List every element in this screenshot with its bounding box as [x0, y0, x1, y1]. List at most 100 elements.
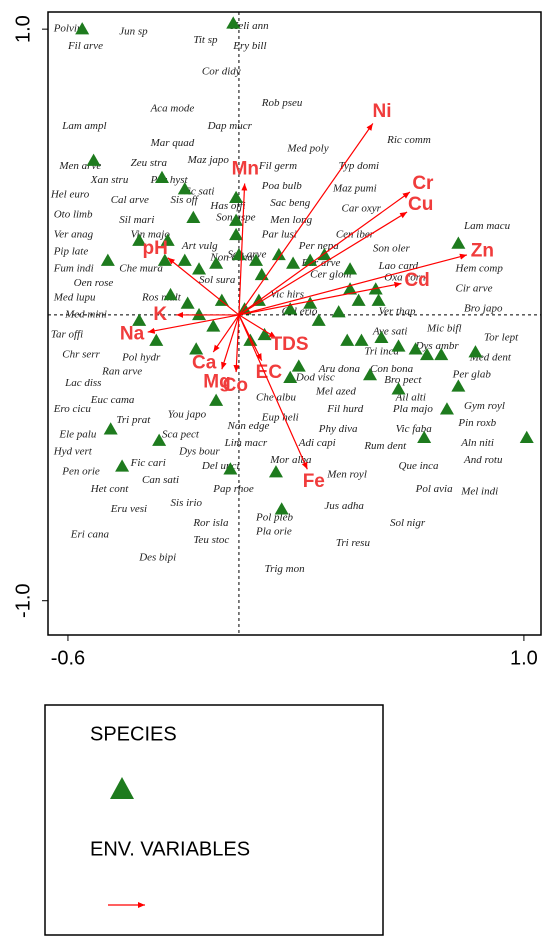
species-label: Maz pumi — [332, 183, 377, 195]
species-label: Per nepa — [298, 240, 340, 252]
species-label: Art vulg — [181, 240, 218, 252]
species-label: Ror isla — [192, 517, 229, 529]
env-label: Na — [120, 324, 145, 345]
species-point — [254, 267, 269, 281]
species-label: Des bipi — [138, 551, 176, 563]
species-label: Rum dent — [363, 440, 407, 452]
species-label: Lac diss — [64, 377, 101, 389]
species-label: Fil hurd — [326, 403, 363, 415]
species-label: Mel azed — [315, 386, 357, 398]
species-point — [132, 233, 147, 246]
species-point — [303, 253, 318, 266]
species-label: Rob pseu — [261, 97, 303, 109]
species-label: Pip late — [53, 246, 89, 258]
species-point — [186, 210, 201, 224]
species-label: Pol hydr — [121, 351, 161, 363]
species-label: Dod visc — [295, 371, 335, 383]
species-label: Cir arve — [456, 283, 493, 295]
species-point — [209, 256, 224, 269]
species-point — [391, 339, 406, 352]
species-label: Adi capi — [298, 437, 336, 449]
env-arrow — [238, 281, 402, 316]
species-point — [154, 170, 169, 184]
species-label: Men long — [269, 214, 312, 226]
species-label: Teu stoc — [193, 534, 229, 546]
species-label: Phy diva — [318, 423, 358, 435]
env-label: Cr — [412, 173, 434, 194]
env-arrow — [238, 123, 374, 316]
species-label: Lao card — [378, 260, 419, 272]
env-label: Ca — [192, 353, 217, 374]
env-label: Mg — [203, 372, 230, 393]
species-point — [354, 333, 369, 346]
species-point — [351, 293, 366, 306]
species-point — [343, 282, 358, 295]
species-label: Pap rhoe — [212, 483, 254, 495]
legend-label: ENV. VARIABLES — [90, 838, 250, 860]
species-label: Ero cicu — [53, 403, 92, 415]
species-label: Jus adha — [324, 500, 364, 512]
species-label: Ran arve — [101, 366, 142, 378]
species-label: Che mura — [119, 263, 163, 275]
env-arrow — [238, 253, 468, 316]
species-label: Maz japo — [187, 154, 230, 166]
species-label: Poa bulb — [261, 180, 303, 192]
species-label: Het cont — [90, 483, 130, 495]
species-label: Can sati — [142, 474, 179, 486]
species-point — [408, 342, 423, 355]
species-label: Polviri — [53, 23, 85, 35]
species-label: Pen orie — [61, 466, 100, 478]
species-label: Cal arve — [111, 194, 149, 206]
species-label: Pol avia — [415, 483, 453, 495]
species-label: Sis irio — [171, 497, 203, 509]
species-label: Trig mon — [265, 563, 306, 575]
species-point — [439, 402, 454, 415]
species-label: Hem comp — [455, 263, 504, 275]
species-label: Hel euro — [50, 188, 90, 200]
species-label: Fic cari — [130, 457, 166, 469]
species-label: Med poly — [286, 143, 328, 155]
species-label: Jun sp — [119, 26, 148, 38]
species-label: Eri cana — [70, 529, 110, 541]
species-label: Que inca — [399, 460, 440, 472]
species-label: Tar offi — [51, 328, 83, 340]
species-point — [434, 347, 449, 361]
species-label: Vic hirs — [270, 288, 304, 300]
species-point — [163, 287, 178, 301]
env-arrow — [238, 211, 408, 316]
species-label: Sca pect — [162, 428, 200, 440]
env-arrow — [221, 314, 240, 370]
species-label: Cen iber — [336, 228, 375, 240]
species-point — [371, 293, 386, 306]
species-point — [192, 307, 207, 321]
species-label: Con bona — [370, 363, 414, 375]
species-label: Mic bifl — [426, 323, 462, 335]
y-tick-label: 1.0 — [12, 15, 34, 43]
species-label: Tri inca — [364, 346, 399, 358]
y-tick-label: -1.0 — [12, 583, 34, 617]
env-label: Ni — [373, 101, 392, 122]
species-label: Fil arve — [67, 40, 103, 52]
species-label: Xan stru — [90, 174, 129, 186]
species-label: Sol sura — [199, 274, 236, 286]
species-label: Aln niti — [460, 437, 494, 449]
species-label: Mel indi — [460, 486, 498, 498]
species-point — [223, 462, 238, 475]
species-label: Tri resu — [336, 537, 371, 549]
species-point — [160, 233, 175, 246]
species-label: Aca mode — [150, 103, 195, 115]
species-point — [152, 433, 167, 446]
species-label: Lam ampl — [61, 120, 106, 132]
species-label: Typ domi — [339, 160, 379, 172]
species-label: You japo — [168, 408, 207, 420]
species-point — [363, 367, 378, 381]
species-point — [209, 393, 224, 406]
species-point — [274, 502, 289, 515]
species-point — [257, 327, 272, 341]
species-label: Heli ann — [229, 20, 269, 32]
species-point — [214, 293, 229, 306]
species-label: Fum indi — [53, 263, 94, 275]
species-point — [340, 333, 355, 346]
